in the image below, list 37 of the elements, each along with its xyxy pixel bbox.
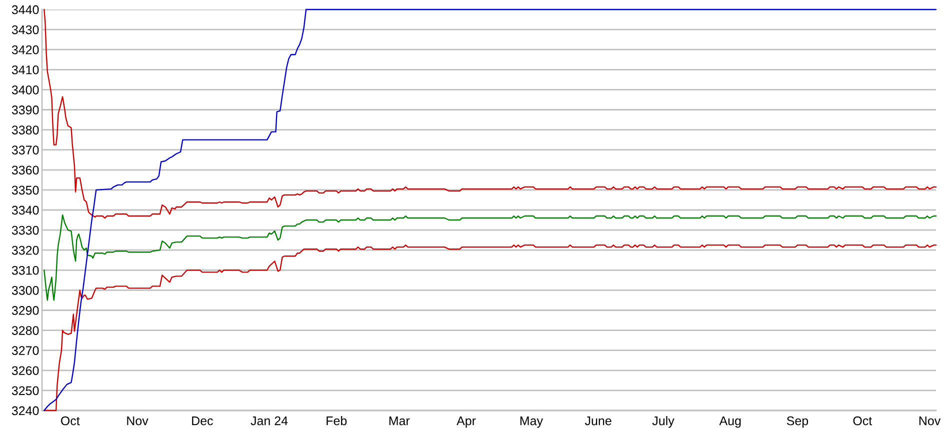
x-tick-label: Nov xyxy=(919,416,941,426)
x-tick-label: May xyxy=(520,416,543,428)
y-tick-label: 3420 xyxy=(12,45,39,54)
y-tick-label: 3270 xyxy=(12,346,39,355)
y-tick-label: 3370 xyxy=(12,146,39,154)
y-tick-label: 3250 xyxy=(12,386,39,396)
x-tick-label: Mar xyxy=(389,416,410,426)
y-tick-label: 3290 xyxy=(12,306,39,315)
x-tick-label: Aug xyxy=(719,416,741,428)
x-tick-label: Apr xyxy=(456,416,476,428)
line-series xyxy=(44,214,937,301)
x-tick-label: July xyxy=(652,416,674,428)
y-tick-label: 3350 xyxy=(12,186,39,195)
y-tick-label: 3410 xyxy=(12,65,39,74)
x-tick-label: Jan 24 xyxy=(250,416,288,426)
y-tick-label: 3330 xyxy=(12,226,39,235)
x-tick-label: Oct xyxy=(61,416,80,426)
x-tick-label: Nov xyxy=(127,416,148,426)
x-tick-label: June xyxy=(584,416,612,426)
y-tick-label: 3300 xyxy=(12,286,39,295)
y-tick-label: 3430 xyxy=(12,25,39,34)
line-series xyxy=(44,8,937,412)
y-tick-label: 3360 xyxy=(12,166,39,175)
y-tick-label: 3440 xyxy=(12,5,39,14)
x-tick-label: Oct xyxy=(853,416,872,426)
y-tick-label: 3320 xyxy=(12,246,39,255)
x-tick-label: Dec xyxy=(192,416,213,426)
x-tick-label: Feb xyxy=(326,416,347,426)
y-tick-label: 3340 xyxy=(12,206,39,215)
y-tick-label: 3400 xyxy=(12,86,39,94)
y-tick-label: 3390 xyxy=(12,106,39,114)
y-tick-label: 3380 xyxy=(12,126,39,134)
y-tick-label: 3280 xyxy=(12,326,39,335)
x-tick-label: Sep xyxy=(786,416,808,428)
y-tick-label: 3310 xyxy=(12,266,39,275)
y-tick-label: 3240 xyxy=(12,406,39,416)
y-tick-label: 3260 xyxy=(12,366,39,376)
